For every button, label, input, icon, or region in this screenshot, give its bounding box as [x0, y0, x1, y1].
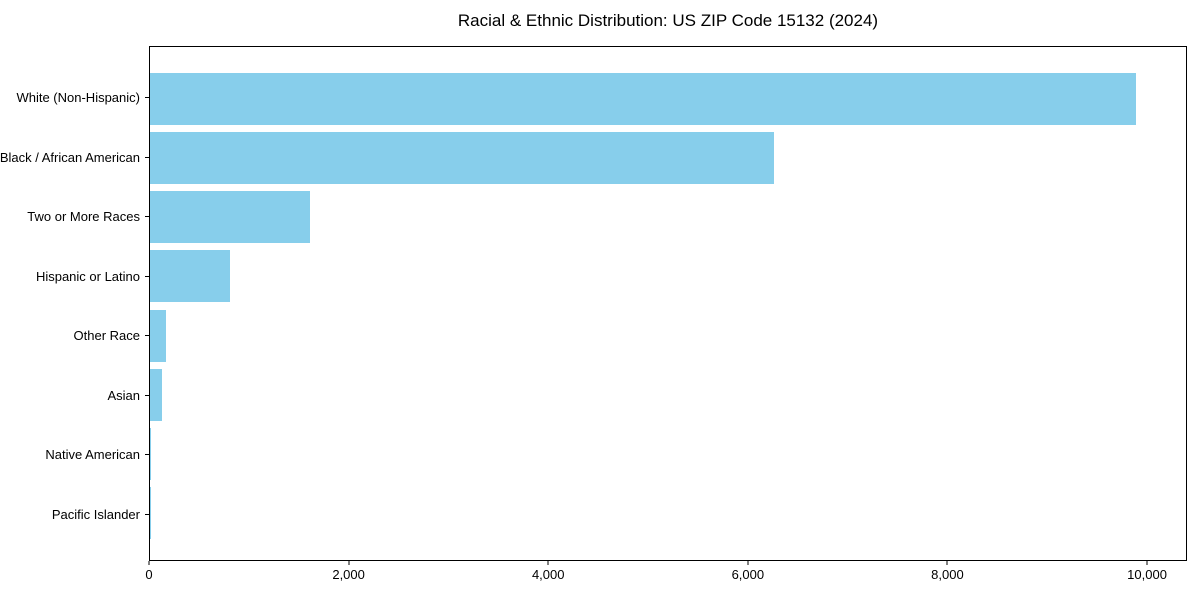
y-tick-mark — [145, 275, 149, 277]
y-tick-mark — [145, 97, 149, 99]
y-tick-mark — [145, 156, 149, 158]
y-tick: Native American — [0, 425, 149, 485]
x-axis: 0 2,000 4,000 6,000 8,000 10,000 — [145, 560, 1187, 590]
y-tick-label: Hispanic or Latino — [35, 268, 140, 284]
x-tick-label: 4,000 — [531, 567, 565, 582]
y-tick: Asian — [0, 366, 149, 426]
y-tick-label: Other Race — [73, 328, 140, 344]
y-tick: White (Non-Hispanic) — [0, 68, 149, 128]
x-tick-mark — [348, 561, 350, 565]
bar — [150, 191, 311, 244]
y-axis: White (Non-Hispanic) Black / African Amer… — [0, 46, 149, 561]
bar — [150, 72, 1137, 125]
x-tick-label: 2,000 — [332, 567, 365, 582]
y-tick: Two or More Races — [0, 187, 149, 247]
y-tick-label: Native American — [45, 447, 140, 463]
bar — [150, 428, 152, 481]
bar-row — [150, 69, 1186, 128]
bar-row — [150, 365, 1186, 424]
bar-row — [150, 128, 1186, 187]
x-tick-mark — [946, 561, 948, 565]
y-tick-label: White (Non-Hispanic) — [16, 90, 140, 106]
y-tick: Other Race — [0, 306, 149, 366]
y-tick-mark — [145, 513, 149, 515]
bar-row — [150, 247, 1186, 306]
bars-container — [150, 47, 1186, 560]
y-tick-mark — [145, 454, 149, 456]
bar — [150, 250, 230, 303]
y-tick-mark — [145, 394, 149, 396]
y-tick-label: Asian — [107, 387, 140, 403]
x-tick-label: 10,000 — [1127, 567, 1167, 582]
x-tick-mark — [148, 561, 150, 565]
bar — [150, 131, 774, 184]
y-tick-mark — [145, 216, 149, 218]
bar-row — [150, 425, 1186, 484]
x-tick-mark — [547, 561, 549, 565]
y-tick-label: Pacific Islander — [51, 506, 140, 522]
bar-row — [150, 484, 1186, 543]
chart-title: Racial & Ethnic Distribution: US ZIP Cod… — [457, 11, 879, 30]
bar-row — [150, 306, 1186, 365]
bar — [150, 309, 166, 362]
x-tick-label: 8,000 — [931, 567, 964, 582]
x-tick-label: 6,000 — [731, 567, 765, 582]
y-tick: Pacific Islander — [0, 485, 149, 545]
x-tick-label: 0 — [145, 567, 153, 582]
y-tick: Black / African American — [0, 128, 149, 188]
y-tick: Hispanic or Latino — [0, 247, 149, 307]
bar-row — [150, 188, 1186, 247]
x-tick-mark — [1146, 561, 1148, 565]
y-tick-mark — [145, 335, 149, 337]
y-tick-label: Black / African American — [0, 149, 140, 165]
y-tick-label: Two or More Races — [27, 209, 140, 225]
x-tick-mark — [747, 561, 749, 565]
bar — [150, 368, 162, 421]
plot-area — [149, 46, 1187, 561]
